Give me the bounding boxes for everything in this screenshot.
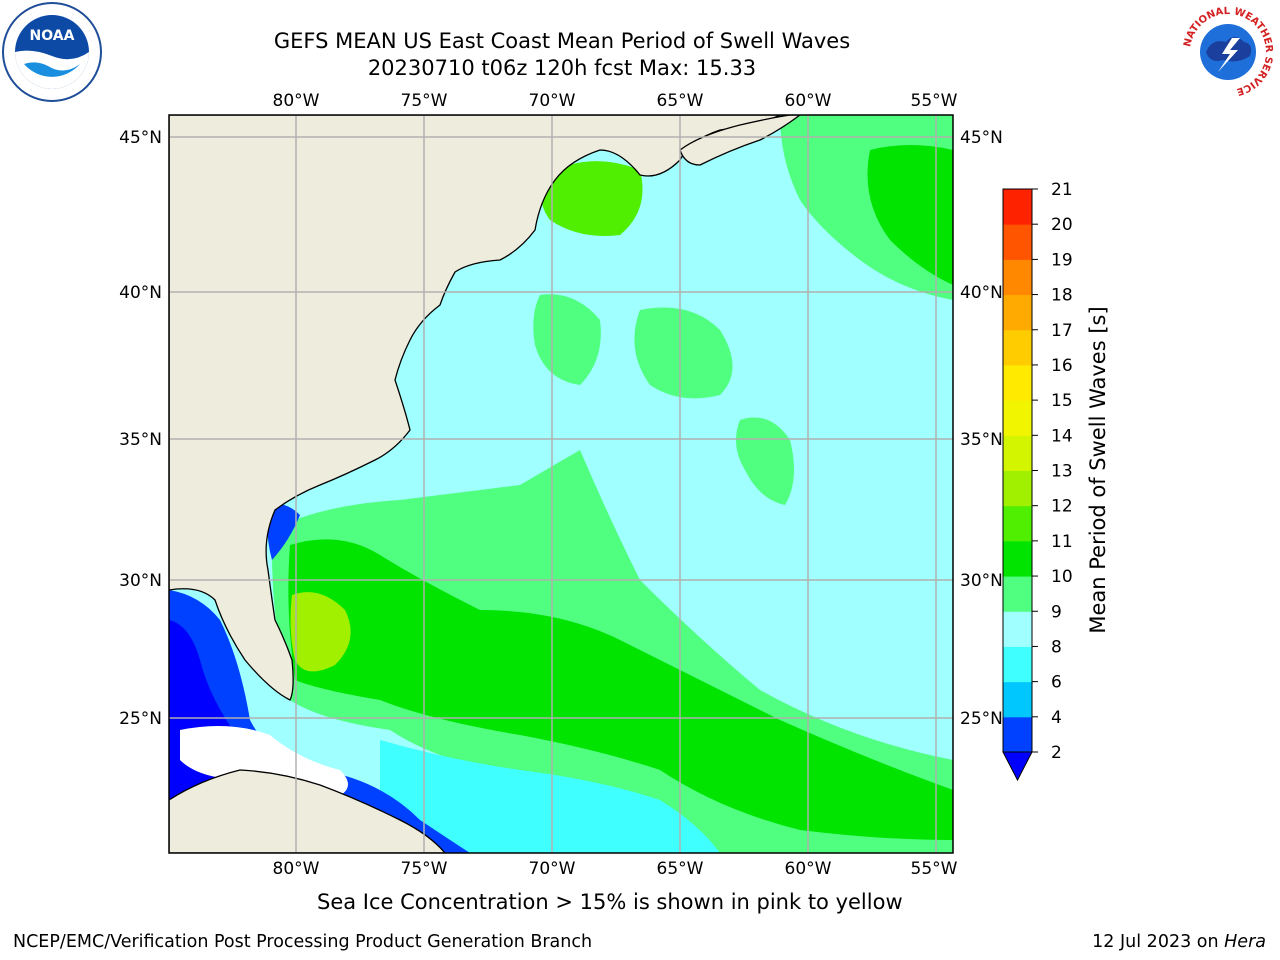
footer-credit: NCEP/EMC/Verification Post Processing Pr… — [13, 932, 593, 952]
lat-label-left: 40°N — [119, 283, 162, 303]
colorbar-tick-label: 9 — [1051, 602, 1062, 622]
colorbar-tick-label: 21 — [1051, 180, 1073, 200]
colorbar-segment — [1003, 576, 1032, 612]
colorbar-segment — [1003, 681, 1032, 718]
footer-machine: Hera — [1224, 932, 1266, 952]
lat-label-right: 30°N — [960, 571, 1003, 591]
colorbar-segment — [1003, 540, 1032, 577]
lon-label-bottom: 80°W — [273, 859, 320, 879]
colorbar-segment — [1003, 224, 1032, 260]
land-nova-scotia — [679, 115, 802, 166]
lon-label-top: 65°W — [657, 91, 704, 111]
colorbar-tick-label: 12 — [1051, 497, 1073, 517]
lat-label-left: 35°N — [119, 430, 162, 450]
lon-label-bottom: 70°W — [529, 859, 576, 879]
colorbar-segment — [1003, 259, 1032, 296]
colorbar-segment — [1003, 364, 1032, 401]
colorbar-tick-label: 15 — [1051, 391, 1073, 411]
lon-label-top: 55°W — [911, 91, 958, 111]
colorbar-segment — [1003, 189, 1032, 225]
colorbar-tick-label: 14 — [1051, 426, 1073, 446]
lat-label-left: 45°N — [119, 128, 162, 148]
colorbar-tick-label: 20 — [1051, 215, 1073, 235]
colorbar-segment — [1003, 329, 1032, 366]
lat-label-right: 35°N — [960, 430, 1003, 450]
national-weather-service-logo: NATIONAL WEATHER SERVICE — [1180, 4, 1276, 100]
colorbar-segment — [1003, 400, 1032, 436]
colorbar-tick-label: 18 — [1051, 286, 1073, 306]
colorbar-segment — [1003, 435, 1032, 471]
lon-label-top: 75°W — [401, 91, 448, 111]
footer-date-text: 12 Jul 2023 on — [1092, 932, 1225, 952]
noaa-logo: NOAA — [2, 2, 102, 102]
colorbar-segment — [1003, 294, 1032, 331]
lon-label-bottom: 75°W — [401, 859, 448, 879]
footer-date: 12 Jul 2023 on Hera — [1092, 932, 1266, 952]
lat-label-right: 25°N — [960, 709, 1003, 729]
sea-ice-note: Sea Ice Concentration > 15% is shown in … — [317, 890, 903, 914]
colorbar-tick-label: 17 — [1051, 321, 1073, 341]
lon-label-top: 70°W — [529, 91, 576, 111]
colorbar-tick-label: 16 — [1051, 356, 1073, 376]
lon-label-bottom: 60°W — [785, 859, 832, 879]
noaa-logo-text: NOAA — [30, 28, 75, 44]
swell-patch-georges-bank — [634, 307, 733, 399]
colorbar-segment — [1003, 646, 1032, 683]
colorbar-tick-label: 4 — [1051, 708, 1062, 728]
colorbar-tick-label: 6 — [1051, 673, 1062, 693]
colorbar-title: Mean Period of Swell Waves [s] — [1086, 306, 1110, 633]
colorbar-tick-label: 11 — [1051, 532, 1073, 552]
lat-lon-grid — [169, 115, 953, 853]
colorbar-tick-label: 19 — [1051, 250, 1073, 270]
colorbar-segment — [1003, 470, 1032, 507]
swell-band-10-11s — [288, 539, 953, 840]
colorbar-segment — [1003, 611, 1032, 647]
colorbar-tick-label: 8 — [1051, 637, 1062, 657]
lon-label-top: 60°W — [785, 91, 832, 111]
swell-patch-northeast-core — [867, 145, 953, 285]
colorbar-segment — [1003, 716, 1032, 753]
colorbar-tick-label: 2 — [1051, 743, 1062, 763]
land-north-america — [169, 115, 781, 701]
map-title: GEFS MEAN US East Coast Mean Period of S… — [273, 29, 851, 53]
lat-label-left: 25°N — [119, 709, 162, 729]
swell-band-11-12s — [290, 592, 351, 672]
swell-patch-gulf-of-maine — [541, 161, 643, 236]
colorbar-under-triangle — [1002, 751, 1033, 782]
lon-label-bottom: 65°W — [657, 859, 704, 879]
lat-label-left: 30°N — [119, 571, 162, 591]
land-cuba — [169, 769, 446, 853]
forecast-subtitle: 20230710 t06z 120h fcst Max: 15.33 — [367, 56, 757, 80]
swell-band-6-8s — [380, 740, 720, 853]
colorbar-segment — [1003, 505, 1032, 542]
lon-label-top: 80°W — [273, 91, 320, 111]
colorbar: 2 4 6 8 9 10 11 12 13 14 15 16 17 18 19 20 21 — [1002, 180, 1073, 782]
lon-label-bottom: 55°W — [911, 859, 958, 879]
lat-label-right: 40°N — [960, 283, 1003, 303]
swell-patch-midatlantic — [533, 294, 601, 385]
swell-coastal-strip — [267, 503, 300, 560]
colorbar-tick-label: 13 — [1051, 462, 1073, 482]
lat-label-right: 45°N — [960, 128, 1003, 148]
map-frame — [168, 114, 954, 854]
colorbar-tick-label: 10 — [1051, 567, 1073, 587]
